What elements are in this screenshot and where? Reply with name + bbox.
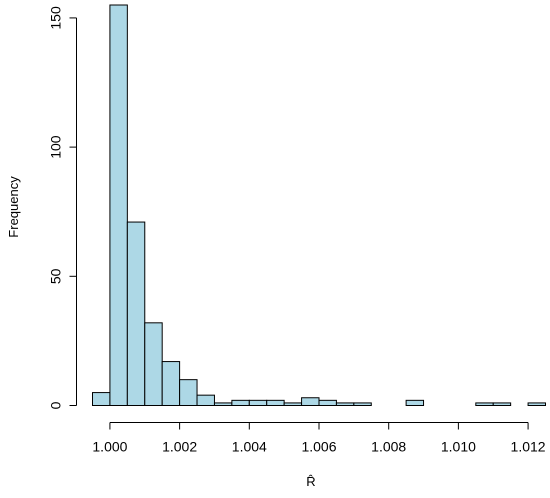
y-tick-label: 150 bbox=[48, 6, 64, 30]
histogram-bar bbox=[126, 221, 146, 406]
y-axis-ticks: 0 50 100 150 bbox=[48, 6, 77, 409]
y-tick-label: 0 bbox=[48, 401, 64, 409]
x-tick-label: 1.012 bbox=[511, 439, 546, 455]
histogram-bar bbox=[475, 402, 494, 407]
histogram-bar bbox=[179, 379, 198, 407]
x-tick-label: 1.004 bbox=[232, 439, 267, 455]
histogram-bar bbox=[248, 399, 268, 406]
histogram-bar bbox=[318, 399, 337, 406]
histogram-bar bbox=[283, 402, 303, 407]
histogram-bar bbox=[231, 399, 250, 406]
histogram-bars bbox=[92, 4, 547, 407]
x-tick-label: 1.002 bbox=[162, 439, 197, 455]
histogram-bar bbox=[405, 399, 425, 406]
x-axis-label: R̂ bbox=[306, 474, 315, 489]
y-tick-label: 100 bbox=[48, 135, 64, 159]
histogram-bar bbox=[213, 402, 233, 407]
histogram-bar bbox=[196, 394, 215, 407]
x-tick-label: 1.010 bbox=[441, 439, 476, 455]
x-axis-ticks: 1.000 1.002 1.004 1.006 1.008 1.010 1.012 bbox=[92, 422, 546, 455]
x-tick-label: 1.006 bbox=[301, 439, 336, 455]
x-tick-label: 1.000 bbox=[92, 439, 127, 455]
histogram-bar bbox=[109, 4, 128, 406]
histogram-bar bbox=[144, 322, 163, 407]
histogram-bar bbox=[301, 397, 320, 406]
histogram-bar bbox=[266, 399, 285, 406]
x-tick-label: 1.008 bbox=[371, 439, 406, 455]
histogram-bar bbox=[492, 402, 512, 407]
histogram-bar bbox=[92, 392, 111, 406]
histogram-bar bbox=[353, 402, 372, 407]
y-axis-label: Frequency bbox=[6, 176, 21, 238]
histogram-bar bbox=[527, 402, 547, 407]
histogram-bar bbox=[161, 361, 181, 407]
y-tick-label: 50 bbox=[48, 268, 64, 284]
histogram-bar bbox=[335, 402, 355, 407]
